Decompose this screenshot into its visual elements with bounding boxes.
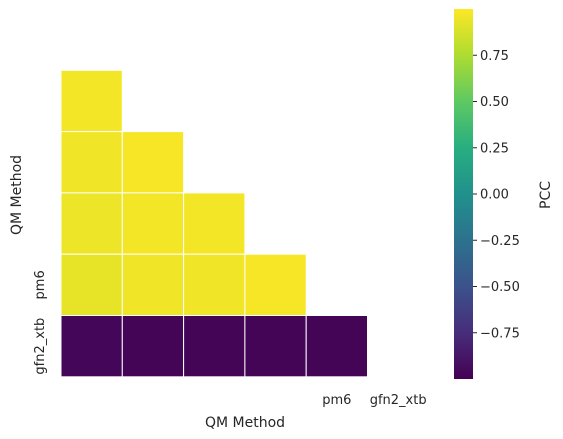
heatmap-cell — [60, 192, 123, 255]
heatmap-cell — [305, 315, 369, 378]
colorbar-tick-label: 0.75 — [480, 49, 509, 64]
column-tick-label: pm6 — [322, 393, 351, 408]
row-tick-labels: pm6 gfn2_xtb — [33, 270, 48, 374]
heatmap-cell — [121, 253, 185, 316]
colorbar-tick-label: −0.50 — [480, 280, 520, 295]
colorbar-tick-label: 0.00 — [480, 188, 509, 203]
heatmap-cell — [60, 253, 123, 316]
colorbar-tick-label: −0.75 — [480, 326, 520, 341]
column-tick-labels: pm6 gfn2_xtb — [322, 393, 426, 408]
row-tick-label: pm6 — [33, 270, 48, 299]
heatmap-cells — [60, 69, 369, 378]
colorbar-label: PCC — [538, 181, 554, 209]
colorbar — [454, 9, 473, 379]
heatmap-cell — [121, 192, 185, 255]
heatmap-cell — [183, 315, 246, 378]
heatmap-cell — [121, 131, 185, 194]
heatmap-cell — [60, 315, 123, 378]
heatmap-cell — [60, 69, 123, 133]
heatmap-cell — [183, 253, 246, 316]
column-tick-label: gfn2_xtb — [370, 393, 427, 408]
heatmap-cell — [183, 192, 246, 255]
y-axis-label: QM Method — [9, 155, 25, 235]
heatmap-cell — [60, 131, 123, 194]
row-tick-label: gfn2_xtb — [33, 318, 48, 375]
x-axis-label: QM Method — [205, 415, 285, 431]
colorbar-ticks: 0.75 0.50 0.25 0.00 −0.25 −0.50 −0.75 — [473, 49, 520, 341]
heatmap-cell — [121, 315, 185, 378]
colorbar-tick-label: 0.50 — [480, 95, 509, 110]
colorbar-tick-label: −0.25 — [480, 234, 520, 249]
heatmap-cell — [244, 315, 307, 378]
heatmap-cell — [244, 253, 307, 316]
colorbar-tick-label: 0.25 — [480, 141, 509, 156]
